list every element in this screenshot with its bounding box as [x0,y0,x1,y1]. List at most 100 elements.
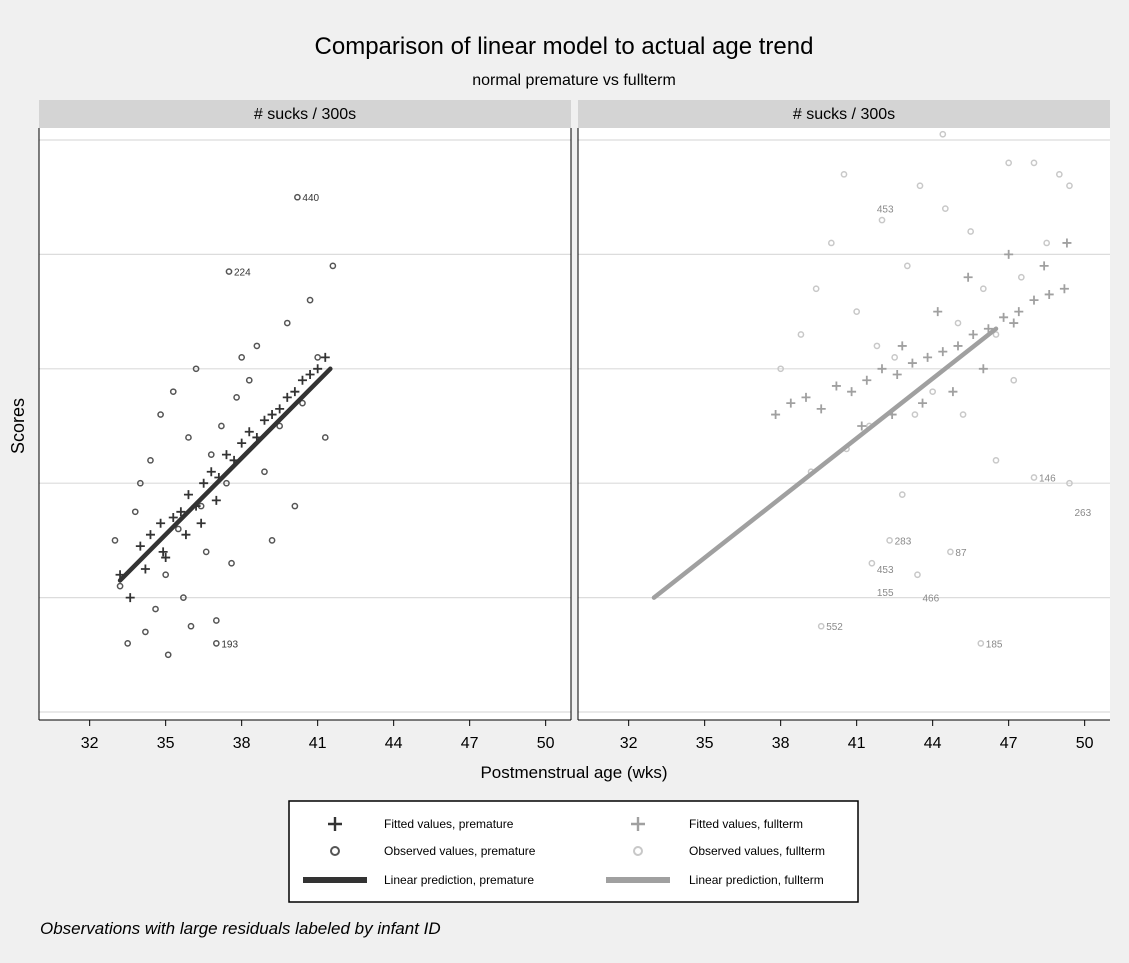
observed-point [142,628,149,636]
observed-point [797,331,805,338]
observed-point [180,594,187,601]
observed-point [174,525,182,533]
point-labels: 440 224 193 [221,193,319,650]
fitted-point [1059,284,1069,294]
observed-point [212,640,220,647]
panel-title: # sucks / 300s [793,106,895,123]
legend-label: Fitted values, premature [384,817,514,831]
fitted-point [771,410,781,420]
fitted-point [963,272,973,282]
x-tick-label: 44 [924,735,942,752]
prediction-line [651,326,999,600]
observed-point [169,388,177,396]
observed-point [164,651,172,659]
panel-strip [578,100,1110,128]
observed-point [268,537,276,544]
point-labels: 453 146 263 283 87 453 155 466 552 185 [826,205,1091,651]
observed-point [162,571,170,579]
observed-point [941,205,949,212]
fitted-point [183,490,193,500]
x-tick-label: 38 [772,735,790,752]
fitted-point [305,370,315,380]
fitted-point [786,398,796,408]
fitted-point [282,392,292,402]
fitted-point [877,364,887,374]
fitted-point [275,404,285,414]
observed-point [1030,159,1038,167]
footnote: Observations with large residuals labele… [40,919,441,938]
observed-point [891,354,899,361]
fitted-point [156,518,166,528]
point-id-label: 224 [234,268,251,279]
fitted-point [320,352,330,362]
fitted-point [158,547,168,557]
observed-point [276,422,284,430]
observed-point [959,411,967,418]
point-id-label: 193 [221,639,238,650]
fitted-point [135,541,145,551]
x-tick-label: 47 [461,735,479,752]
fitted-point [290,387,300,397]
observed-point [1017,273,1025,281]
fitted-point [978,364,988,374]
observed-point [187,622,195,630]
observed-point [817,622,825,630]
observed-point [261,468,268,476]
panel-left: # sucks / 300s 440 224 193 32 35 38 41 44 47 50 [38,100,572,752]
observed-point [939,130,947,138]
observed-point [929,388,937,396]
observed-point [225,268,233,275]
fitted-point [145,530,155,540]
x-axis-ticks: 32 35 38 41 44 47 50 [81,720,555,752]
fitted-point [176,507,186,517]
x-tick-label: 44 [385,735,403,752]
observed-point [124,640,132,647]
observed-point [111,537,119,544]
fitted-point [125,593,135,603]
panel-title: # sucks / 300s [254,106,356,123]
observed-point [977,640,985,647]
observed-point [812,285,820,293]
fitted-point [161,553,171,563]
observed-point [321,434,329,441]
observed-point [185,434,192,441]
fitted-point [1062,238,1072,248]
observed-point [1066,182,1073,190]
legend-items: Fitted values, premature Fitted values, f… [303,817,825,887]
panel-right: # sucks / 300s 453 146 263 283 87 453 155 466 55… [577,100,1110,752]
fitted-point [1014,307,1024,317]
fitted-point [953,341,963,351]
observed-point [314,354,322,361]
fitted-point [897,341,907,351]
x-tick-label: 47 [1000,735,1018,752]
gridlines [39,139,571,713]
x-axis-label: Postmenstrual age (wks) [480,763,667,782]
observed-point [245,376,253,384]
observed-point [294,193,301,201]
fitted-point [259,415,269,425]
observed-point [136,479,144,487]
fitted-point [1044,289,1054,299]
legend-label: Observed values, fullterm [689,844,825,858]
observed-point [1055,170,1063,178]
x-tick-label: 32 [81,735,99,752]
observed-point [914,571,921,579]
observed-point [1005,159,1013,167]
point-id-label: 263 [1074,508,1091,519]
observed-point [878,216,886,224]
prediction-line [117,366,333,583]
observed-point [916,182,924,190]
observed-point [1066,479,1073,487]
observed-point [827,239,835,247]
point-id-label: 283 [895,536,912,547]
x-tick-label: 38 [233,735,251,752]
fitted-point [816,404,826,414]
x-axis-ticks: 32 35 38 41 44 47 50 [620,720,1094,752]
fitted-point [938,347,948,357]
observed-point [152,605,159,613]
observed-point [873,342,881,350]
point-id-label: 185 [986,639,1003,650]
fitted-point [199,478,209,488]
legend-circle-icon [633,846,643,856]
fitted-point [313,364,323,374]
